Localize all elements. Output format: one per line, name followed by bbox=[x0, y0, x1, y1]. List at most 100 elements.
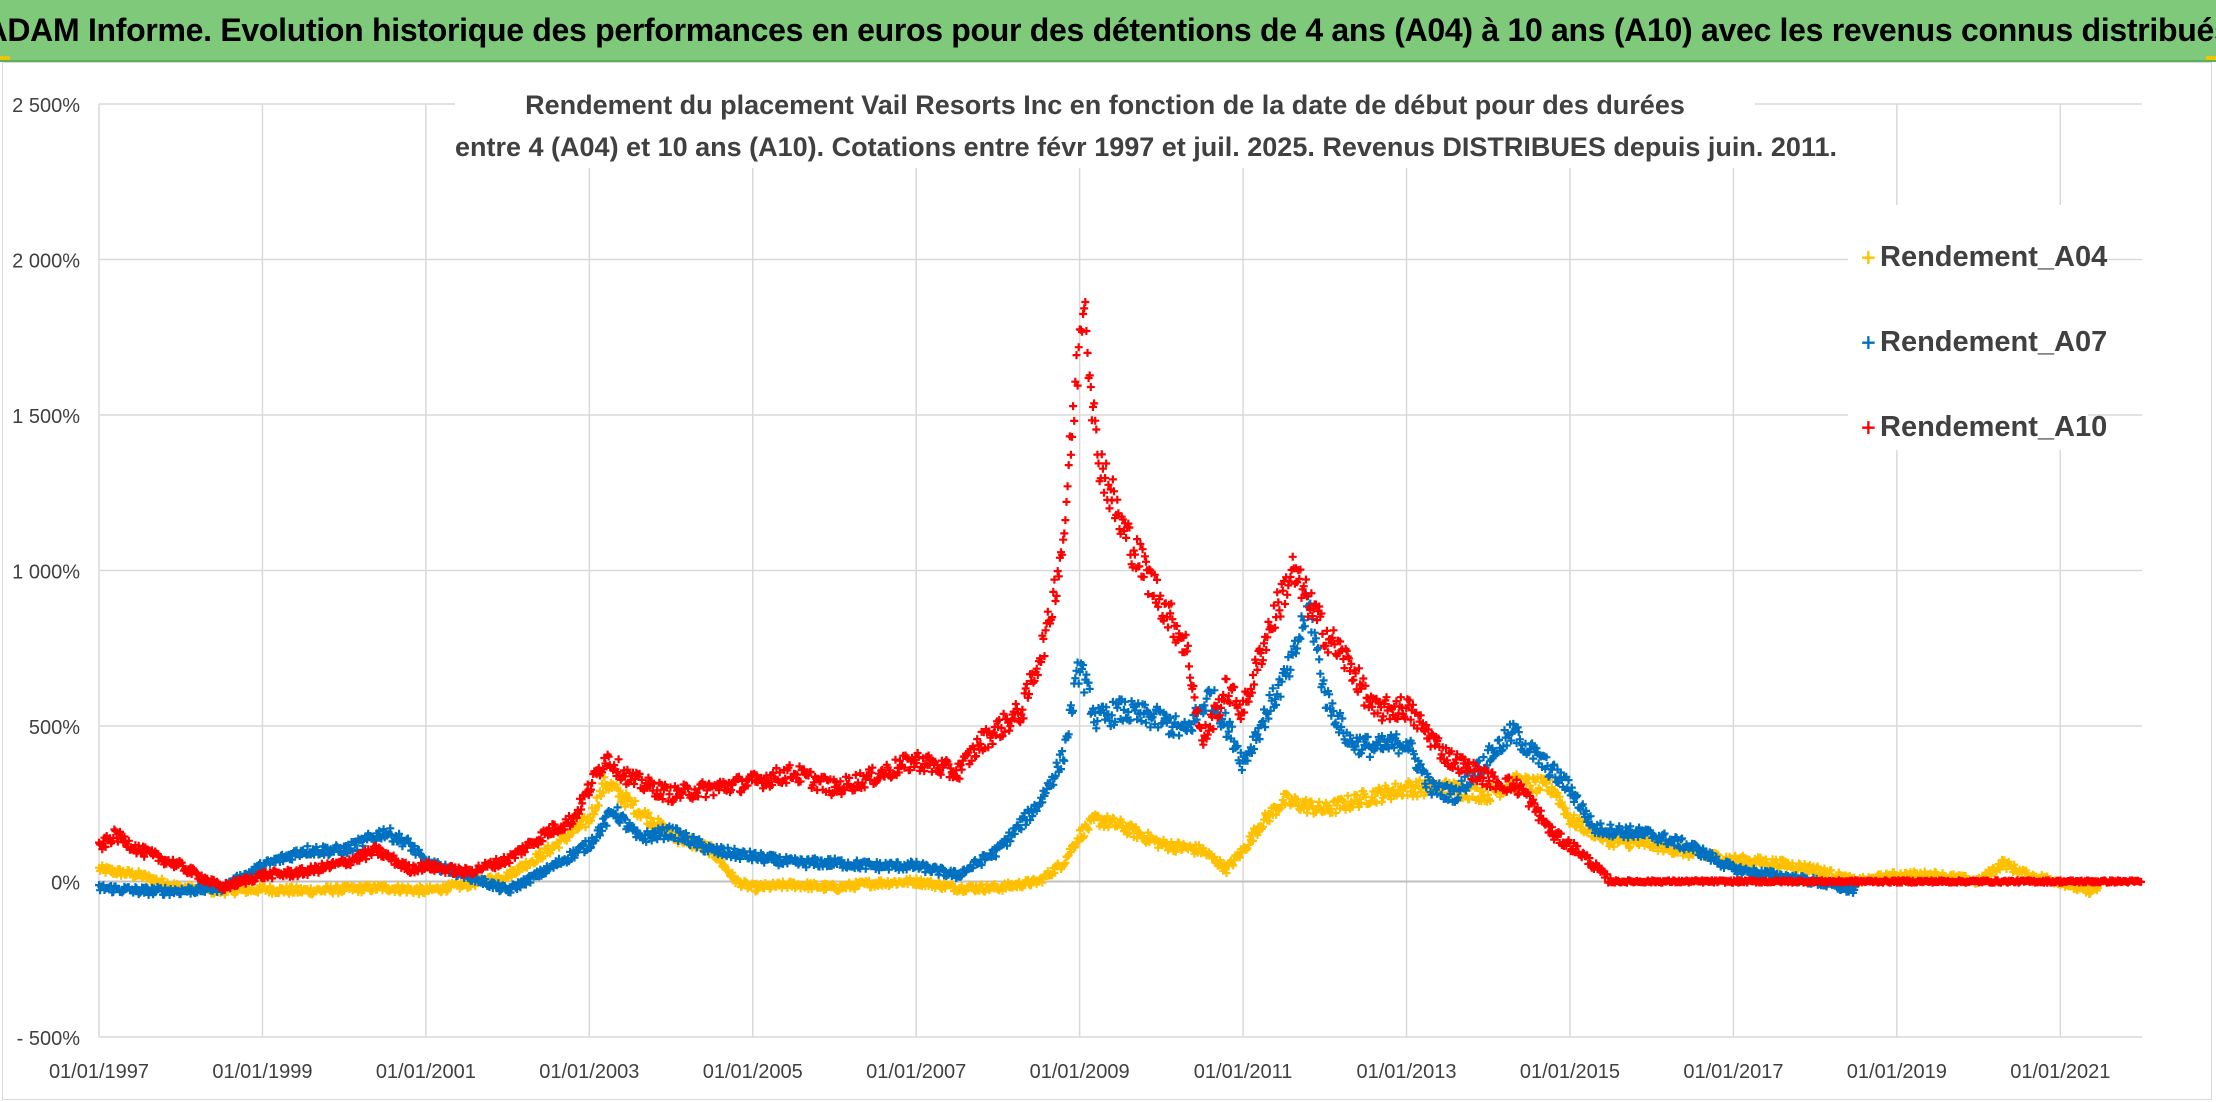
data-point bbox=[303, 842, 312, 851]
x-tick-label: 01/01/2019 bbox=[1847, 1061, 1947, 1083]
data-point bbox=[765, 884, 774, 893]
data-point bbox=[1684, 853, 1693, 862]
data-point bbox=[581, 823, 590, 832]
x-tick-label: 01/01/2001 bbox=[376, 1061, 476, 1083]
data-point bbox=[1395, 786, 1404, 795]
data-point bbox=[1015, 877, 1024, 886]
data-point bbox=[1299, 804, 1308, 813]
data-point bbox=[1082, 327, 1091, 335]
data-point bbox=[614, 755, 623, 764]
data-point bbox=[1094, 812, 1103, 820]
data-point bbox=[1283, 590, 1292, 599]
series-rendement_a07 bbox=[95, 590, 1860, 899]
data-point bbox=[1357, 798, 1366, 807]
data-point bbox=[1301, 795, 1310, 804]
data-point bbox=[587, 816, 595, 825]
data-point bbox=[1080, 832, 1089, 841]
data-point bbox=[1006, 837, 1015, 846]
y-tick-label: 0% bbox=[51, 873, 80, 895]
x-tick-label: 01/01/2013 bbox=[1356, 1061, 1456, 1083]
series-rendement_a10 bbox=[95, 298, 2146, 894]
data-point bbox=[1222, 675, 1231, 684]
data-point bbox=[1354, 803, 1363, 811]
data-point bbox=[850, 885, 859, 894]
data-point bbox=[1288, 552, 1297, 561]
data-point bbox=[646, 814, 655, 822]
data-point bbox=[1021, 820, 1030, 829]
data-point bbox=[1080, 304, 1089, 313]
banner-corner-right bbox=[2206, 56, 2216, 60]
data-point bbox=[1060, 529, 1069, 538]
data-point bbox=[1253, 665, 1262, 674]
y-tick-label: 1 000% bbox=[12, 562, 80, 584]
data-point bbox=[1531, 777, 1540, 786]
data-point bbox=[348, 847, 357, 856]
y-tick-label: 2 000% bbox=[12, 251, 80, 273]
data-point bbox=[591, 806, 600, 815]
data-point bbox=[595, 831, 604, 840]
data-point bbox=[1062, 497, 1071, 506]
data-point bbox=[1171, 712, 1180, 721]
data-point bbox=[1171, 847, 1180, 856]
data-point bbox=[1086, 383, 1095, 391]
data-point bbox=[709, 791, 718, 800]
data-point bbox=[602, 821, 611, 830]
data-point bbox=[1105, 504, 1114, 513]
y-tick-label: - 500% bbox=[17, 1028, 81, 1050]
data-point bbox=[1061, 516, 1070, 525]
data-point bbox=[1060, 756, 1069, 765]
data-point bbox=[1235, 853, 1244, 862]
data-point bbox=[1278, 586, 1287, 595]
y-tick-label: 500% bbox=[29, 717, 80, 739]
data-point bbox=[1064, 461, 1073, 470]
data-point bbox=[1570, 811, 1578, 820]
data-point bbox=[1185, 662, 1193, 671]
data-point bbox=[1336, 804, 1345, 813]
data-point bbox=[1071, 843, 1080, 851]
data-point bbox=[621, 815, 630, 824]
x-tick-label: 01/01/2017 bbox=[1683, 1061, 1783, 1083]
data-point bbox=[1386, 795, 1395, 804]
y-tick-label: 2 500% bbox=[12, 95, 80, 117]
data-point bbox=[968, 863, 977, 872]
x-tick-label: 01/01/2005 bbox=[703, 1061, 803, 1083]
data-point bbox=[555, 843, 563, 852]
x-tick-label: 01/01/2007 bbox=[866, 1061, 966, 1083]
data-point bbox=[1673, 848, 1682, 857]
data-point bbox=[513, 868, 522, 877]
data-point bbox=[494, 879, 503, 888]
data-point bbox=[631, 797, 640, 805]
data-point bbox=[613, 803, 622, 812]
data-point bbox=[118, 888, 127, 897]
data-point bbox=[1331, 809, 1340, 817]
data-point bbox=[1043, 607, 1052, 616]
data-point bbox=[1094, 459, 1103, 468]
data-point bbox=[601, 813, 610, 822]
data-point bbox=[1413, 792, 1422, 801]
data-point bbox=[1017, 825, 1026, 834]
data-point bbox=[701, 793, 710, 802]
data-point bbox=[849, 883, 858, 892]
data-point bbox=[2010, 860, 2019, 869]
data-point bbox=[1249, 837, 1257, 845]
data-point bbox=[1561, 804, 1570, 813]
data-point bbox=[598, 826, 607, 835]
data-point bbox=[577, 820, 586, 829]
x-tick-label: 01/01/1997 bbox=[49, 1061, 149, 1083]
y-tick-label: 1 500% bbox=[12, 406, 80, 428]
data-point bbox=[1063, 482, 1072, 491]
data-point bbox=[526, 878, 535, 887]
data-point bbox=[443, 886, 452, 895]
data-point bbox=[1132, 823, 1140, 832]
data-point bbox=[1249, 671, 1257, 679]
data-point bbox=[1108, 475, 1117, 484]
data-point bbox=[594, 801, 603, 810]
x-tick-label: 01/01/2009 bbox=[1030, 1061, 1130, 1083]
data-point bbox=[1625, 844, 1634, 852]
data-point bbox=[1555, 792, 1564, 801]
data-point bbox=[1286, 573, 1295, 581]
data-point bbox=[1540, 774, 1549, 783]
data-point bbox=[1276, 612, 1285, 621]
x-tick-label: 01/01/1999 bbox=[212, 1061, 312, 1083]
